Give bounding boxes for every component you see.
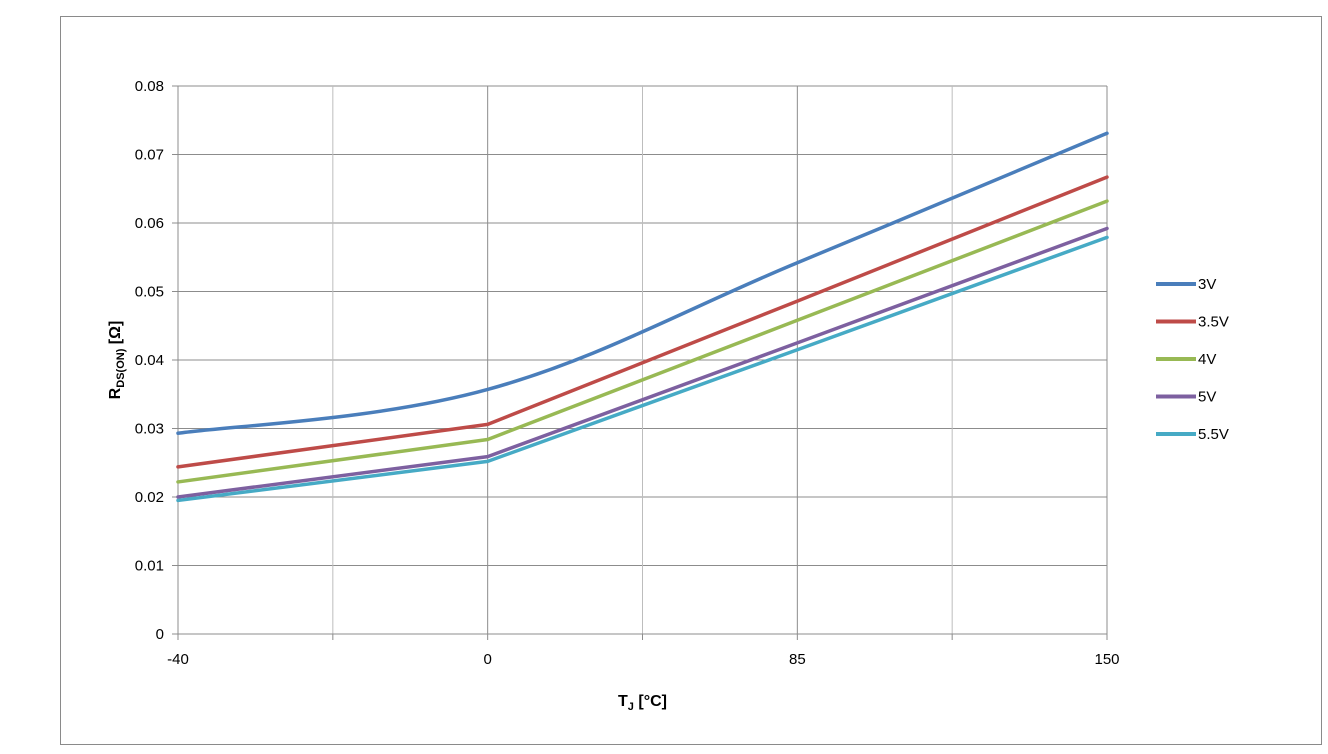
x-axis-title-subscript: J xyxy=(628,701,634,713)
tick-labels: 00.010.020.030.040.050.060.070.08-40 0 85 1… xyxy=(135,78,1120,668)
x-axis-title: TJ [°C] xyxy=(618,693,667,713)
x-tick-label: 0 xyxy=(483,651,491,668)
grid-lines xyxy=(178,85,1108,634)
y-tick-label: 0.04 xyxy=(135,352,164,369)
series-line-5-5v xyxy=(176,235,1109,503)
x-axis-title-main: T xyxy=(618,693,628,710)
y-tick-label: 0.02 xyxy=(135,489,164,506)
x-tick-label: -40 xyxy=(167,651,189,668)
legend-label: 3.5V xyxy=(1198,314,1229,331)
legend: 3V 3.5V 4V 5V 5.5V xyxy=(1156,276,1229,443)
series-line-4v xyxy=(176,199,1109,484)
x-tick-label: 150 xyxy=(1094,651,1119,668)
y-tick-label: 0.07 xyxy=(135,147,164,164)
legend-label: 4V xyxy=(1198,351,1216,368)
y-tick-label: 0 xyxy=(156,626,164,643)
series-lines xyxy=(176,131,1109,503)
y-axis-title-main: R xyxy=(107,387,124,399)
legend-label: 5.5V xyxy=(1198,426,1229,443)
legend-label: 3V xyxy=(1198,276,1216,293)
y-tick-label: 0.05 xyxy=(135,284,164,301)
series-line-3-5v xyxy=(176,175,1109,469)
y-tick-label: 0.06 xyxy=(135,215,164,232)
y-axis-title-subscript: DS(ON) xyxy=(115,348,127,387)
y-axis-title-unit: [Ω] xyxy=(107,321,124,349)
y-tick-label: 0.08 xyxy=(135,78,164,95)
legend-label: 5V xyxy=(1198,389,1216,406)
y-axis-title: RDS(ON) [Ω] xyxy=(107,321,127,400)
series-line-5v xyxy=(176,226,1109,499)
y-tick-label: 0.01 xyxy=(135,558,164,575)
x-tick-label: 85 xyxy=(789,651,806,668)
series-line-3v xyxy=(176,131,1109,436)
axes xyxy=(172,85,1108,640)
x-axis-title-unit: [°C] xyxy=(634,693,667,710)
y-tick-label: 0.03 xyxy=(135,421,164,438)
